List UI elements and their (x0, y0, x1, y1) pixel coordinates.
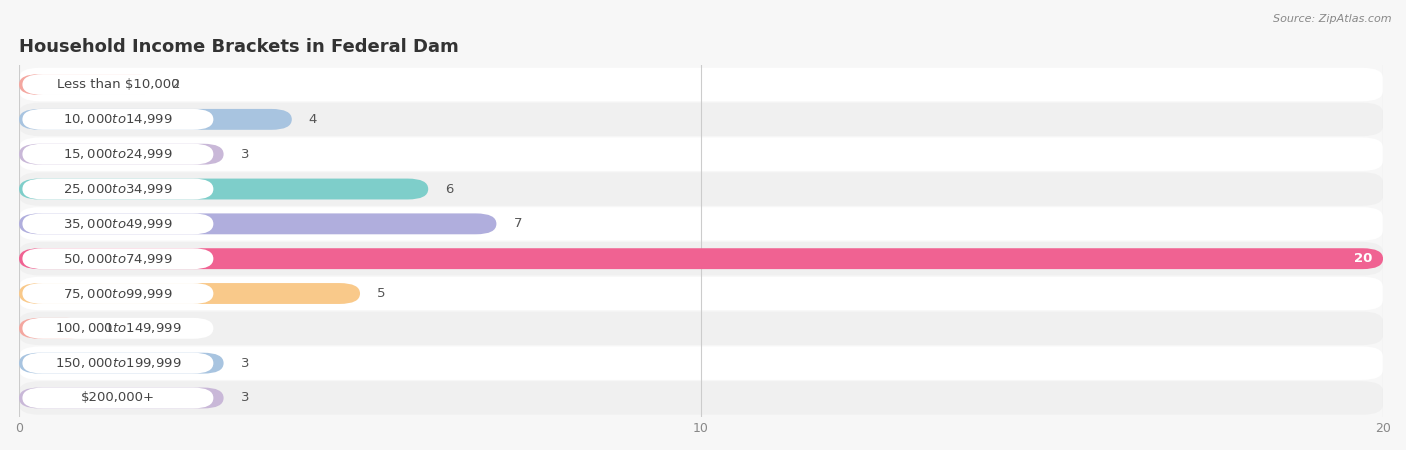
Text: 4: 4 (309, 113, 318, 126)
FancyBboxPatch shape (20, 74, 156, 95)
FancyBboxPatch shape (22, 74, 214, 95)
FancyBboxPatch shape (20, 179, 429, 199)
Text: 1: 1 (104, 322, 112, 335)
Text: Source: ZipAtlas.com: Source: ZipAtlas.com (1274, 14, 1392, 23)
FancyBboxPatch shape (20, 277, 1384, 310)
Text: 3: 3 (240, 357, 249, 369)
FancyBboxPatch shape (22, 213, 214, 234)
FancyBboxPatch shape (22, 179, 214, 199)
Text: $35,000 to $49,999: $35,000 to $49,999 (63, 217, 173, 231)
FancyBboxPatch shape (20, 68, 1384, 101)
FancyBboxPatch shape (20, 387, 224, 409)
FancyBboxPatch shape (22, 109, 214, 130)
FancyBboxPatch shape (20, 353, 224, 374)
Text: 5: 5 (377, 287, 385, 300)
FancyBboxPatch shape (20, 138, 1384, 171)
FancyBboxPatch shape (20, 242, 1384, 275)
Text: $75,000 to $99,999: $75,000 to $99,999 (63, 287, 173, 301)
FancyBboxPatch shape (20, 172, 1384, 206)
Text: $25,000 to $34,999: $25,000 to $34,999 (63, 182, 173, 196)
FancyBboxPatch shape (20, 318, 87, 339)
FancyBboxPatch shape (22, 248, 214, 269)
FancyBboxPatch shape (20, 109, 292, 130)
FancyBboxPatch shape (20, 213, 496, 234)
FancyBboxPatch shape (20, 103, 1384, 136)
Text: $15,000 to $24,999: $15,000 to $24,999 (63, 147, 173, 161)
FancyBboxPatch shape (20, 283, 360, 304)
Text: 3: 3 (240, 148, 249, 161)
Text: $200,000+: $200,000+ (82, 392, 155, 405)
FancyBboxPatch shape (22, 318, 214, 339)
FancyBboxPatch shape (22, 144, 214, 165)
FancyBboxPatch shape (20, 248, 1384, 269)
FancyBboxPatch shape (20, 144, 224, 165)
FancyBboxPatch shape (20, 381, 1384, 415)
Text: 20: 20 (1354, 252, 1372, 265)
Text: 6: 6 (446, 183, 454, 195)
Text: $150,000 to $199,999: $150,000 to $199,999 (55, 356, 181, 370)
Text: $50,000 to $74,999: $50,000 to $74,999 (63, 252, 173, 266)
FancyBboxPatch shape (22, 387, 214, 409)
Text: $10,000 to $14,999: $10,000 to $14,999 (63, 112, 173, 126)
FancyBboxPatch shape (20, 311, 1384, 345)
FancyBboxPatch shape (20, 346, 1384, 380)
Text: Less than $10,000: Less than $10,000 (56, 78, 179, 91)
FancyBboxPatch shape (20, 207, 1384, 241)
Text: Household Income Brackets in Federal Dam: Household Income Brackets in Federal Dam (20, 37, 458, 55)
Text: 3: 3 (240, 392, 249, 405)
Text: 7: 7 (513, 217, 522, 230)
Text: $100,000 to $149,999: $100,000 to $149,999 (55, 321, 181, 335)
FancyBboxPatch shape (22, 353, 214, 374)
FancyBboxPatch shape (22, 283, 214, 304)
Text: 2: 2 (173, 78, 181, 91)
